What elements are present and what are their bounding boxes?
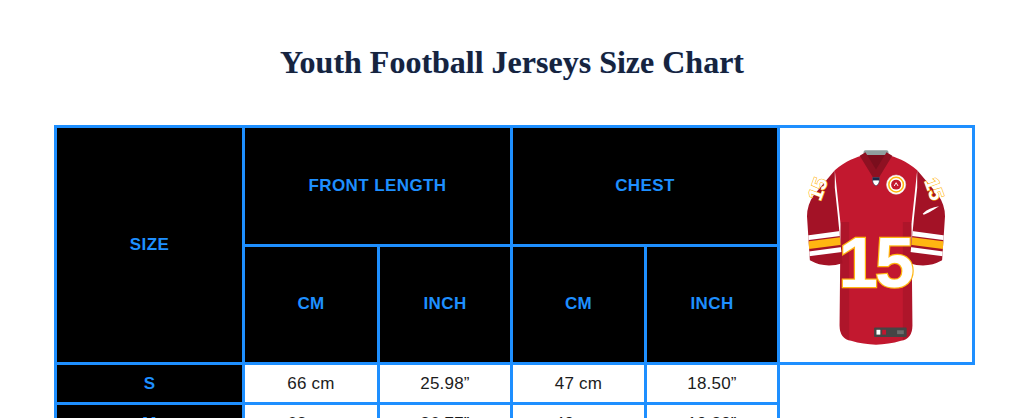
chest-cm-value: 47 cm [512,364,646,404]
jersey-chest-number: 15 [838,223,913,302]
size-cell: M [56,404,244,418]
table-row-s: S 66 cm 25.98” 47 cm 18.50” [56,364,974,404]
chest-cm-header: CM [512,245,646,364]
front-length-inch-header: INCH [379,245,512,364]
chest-group-header: CHEST [512,127,779,246]
front-length-cm-header: CM [244,245,379,364]
chest-inch-value: 19.29” [646,404,779,418]
front-length-inch-value: 25.98” [379,364,512,404]
table-row-m: M 68 cm 26.77” 49 cm 19.29” [56,404,974,418]
chest-cm-value: 49 cm [512,404,646,418]
jersey-neckband [863,150,888,155]
front-length-group-header: FRONT LENGTH [244,127,512,246]
chiefs-patch-icon [886,175,905,194]
jock-tag [874,327,907,337]
front-length-cm-value: 68 cm [244,404,379,418]
chest-inch-header: INCH [646,245,779,364]
size-cell: S [56,364,244,404]
front-length-cm-value: 66 cm [244,364,379,404]
chiefs-jersey-graphic: 15 15 15 [782,130,970,360]
front-length-inch-value: 26.77” [379,404,512,418]
jersey-product-image: 15 15 15 [780,128,971,362]
size-column-header: SIZE [56,127,244,364]
chest-inch-value: 18.50” [646,364,779,404]
page-title: Youth Football Jerseys Size Chart [0,44,1024,81]
jersey-image-cell: 15 15 15 [779,127,974,364]
size-chart-table: SIZE FRONT LENGTH CHEST [54,125,975,418]
